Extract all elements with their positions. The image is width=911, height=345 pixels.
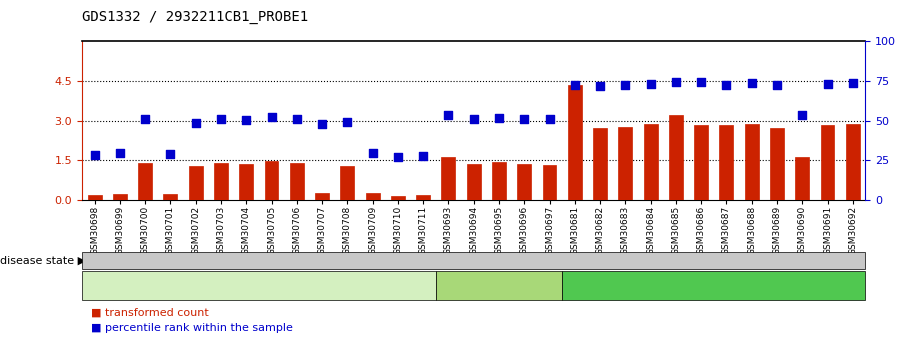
Bar [391,196,404,200]
Bar [492,162,506,200]
Point [239,117,253,123]
Bar [113,194,127,200]
Bar [466,164,481,200]
Bar [720,125,733,200]
Bar [87,195,102,200]
Bar [189,166,202,200]
Bar [669,116,683,200]
Point [744,80,759,86]
Point [517,116,531,121]
Text: normal: normal [240,280,279,290]
Bar [416,195,430,200]
Bar [644,124,658,200]
Bar [240,164,253,200]
Bar [821,125,834,200]
Bar [264,161,279,200]
Point [391,155,405,160]
Point [290,116,304,121]
Bar [365,194,380,200]
Point [138,116,152,121]
Bar [341,166,354,200]
Point [618,82,632,88]
Text: ■ percentile rank within the sample: ■ percentile rank within the sample [91,323,293,333]
Bar [694,125,708,200]
Point [466,116,481,121]
Bar [845,124,860,200]
Text: disease state ▶: disease state ▶ [0,256,87,265]
Bar [315,193,329,200]
Text: symptomatic: symptomatic [678,280,750,290]
Point [163,151,178,157]
Point [365,150,380,156]
Bar [593,128,607,200]
Point [643,81,658,87]
Bar [290,162,303,200]
Point [845,80,860,86]
Text: presymptomatic: presymptomatic [454,280,545,290]
Point [113,150,128,156]
Point [770,82,784,88]
Point [416,153,431,158]
Point [820,81,834,87]
Text: ■ transformed count: ■ transformed count [91,307,209,317]
Point [593,83,608,89]
Bar [745,124,759,200]
Point [189,120,203,126]
Bar [163,194,178,200]
Point [441,113,456,118]
Point [492,115,507,121]
Point [795,113,810,118]
Point [214,116,229,121]
Point [694,80,709,85]
Point [340,119,354,125]
Bar [770,128,784,200]
Bar [568,85,582,200]
Point [87,152,102,157]
Point [315,121,330,127]
Bar [517,164,531,200]
Text: GDS1332 / 2932211CB1_PROBE1: GDS1332 / 2932211CB1_PROBE1 [82,10,308,24]
Point [669,79,683,85]
Point [568,82,582,88]
Point [719,82,733,88]
Bar [543,165,557,200]
Bar [442,157,456,200]
Bar [795,157,809,200]
Point [264,114,279,119]
Bar [138,162,152,200]
Bar [619,127,632,200]
Point [542,117,557,122]
Bar [214,162,228,200]
